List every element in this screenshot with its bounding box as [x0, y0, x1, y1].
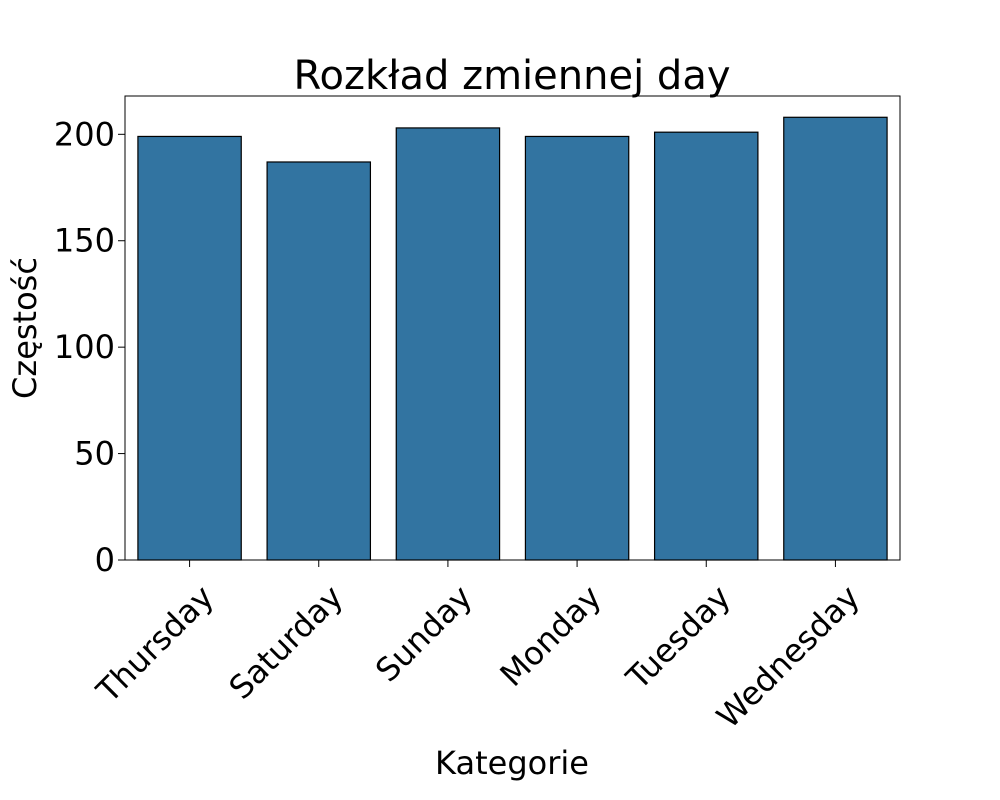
y-tick-label: 150	[54, 222, 115, 260]
bar-thursday	[137, 135, 242, 561]
bar-tuesday	[653, 131, 759, 561]
x-tick-label: Monday	[493, 578, 609, 694]
bar-wednesday	[783, 116, 888, 561]
x-tick-label: Thursday	[88, 578, 221, 711]
y-axis-label: Częstość	[6, 257, 44, 399]
bar-saturday	[266, 161, 372, 561]
bar-monday	[524, 135, 630, 561]
chart-title: Rozkład zmiennej day	[293, 53, 730, 99]
plot-frame	[124, 95, 901, 561]
x-tick-label: Saturday	[222, 578, 351, 707]
x-axis: Thursday Saturday Sunday Monday TuesdayWedne…	[88, 560, 867, 736]
bar-sunday	[395, 127, 501, 561]
y-axis: 0 50 100 150 200	[54, 115, 125, 579]
y-tick-label: 100	[54, 328, 115, 366]
y-tick-label: 0	[95, 541, 115, 579]
y-tick-label: 50	[74, 435, 115, 473]
y-tick-label: 200	[54, 115, 115, 153]
bars-layer	[137, 116, 888, 561]
x-axis-label: Kategorie	[435, 744, 589, 782]
x-tick-label: Sunday	[368, 578, 480, 690]
x-tick-label: Tuesday	[618, 578, 738, 698]
